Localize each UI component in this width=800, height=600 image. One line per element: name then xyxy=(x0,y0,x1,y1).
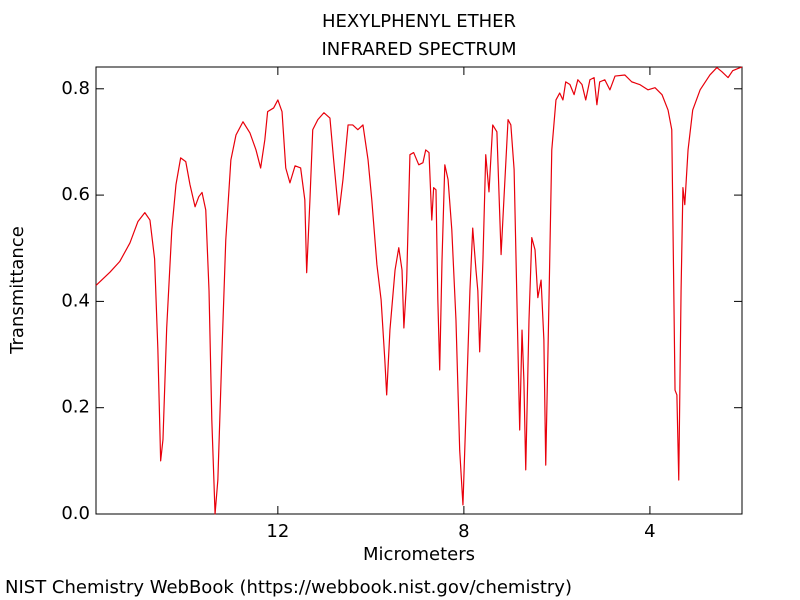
y-tick-label: 0.0 xyxy=(61,503,90,524)
y-tick-label: 0.6 xyxy=(61,184,90,205)
x-tick-label: 8 xyxy=(458,521,469,542)
spectrum-line xyxy=(95,66,743,515)
plot-frame xyxy=(95,66,743,515)
x-axis-label: Micrometers xyxy=(363,544,475,565)
chart-title: HEXYLPHENYL ETHER xyxy=(322,11,516,32)
x-tick-label: 4 xyxy=(644,521,655,542)
footer: NIST Chemistry WebBook (https://webbook.… xyxy=(5,577,572,598)
chart-subtitle: INFRARED SPECTRUM xyxy=(321,39,516,60)
x-tick-label: 12 xyxy=(266,521,289,542)
y-axis-label: Transmittance xyxy=(7,226,28,355)
y-tick-label: 0.8 xyxy=(61,78,90,99)
y-tick-label: 0.2 xyxy=(61,397,90,418)
y-tick-label: 0.4 xyxy=(61,290,90,311)
